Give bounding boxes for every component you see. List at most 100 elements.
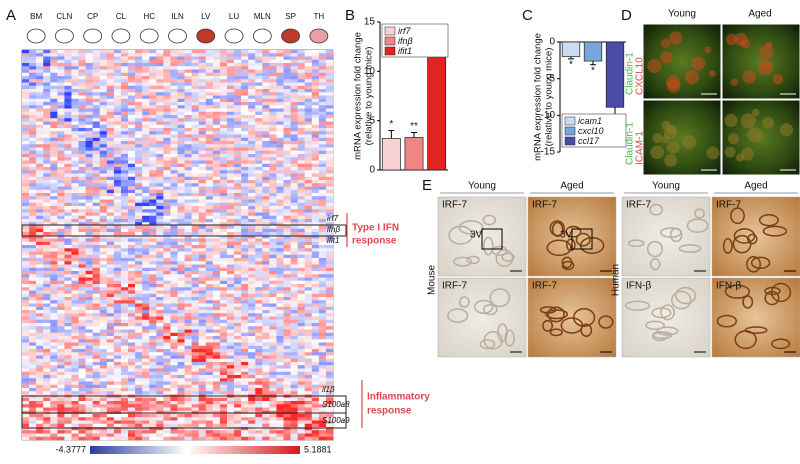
heatmap-cell [304, 50, 312, 54]
heatmap-cell [283, 63, 291, 67]
heatmap-cell [290, 209, 298, 213]
heatmap-cell [191, 245, 199, 249]
heatmap-cell [304, 339, 312, 343]
heatmap-cell [92, 53, 100, 57]
heatmap-cell [311, 193, 320, 197]
heatmap-cell [255, 352, 263, 356]
heatmap-cell [234, 66, 242, 70]
heatmap-cell [248, 72, 256, 77]
heatmap-cell [297, 407, 305, 411]
heatmap-cell [85, 72, 93, 77]
heatmap-cell [142, 410, 150, 415]
heatmap-cell [318, 59, 327, 64]
heatmap-cell [255, 414, 263, 418]
heatmap-cell [135, 352, 143, 356]
heatmap-cell [50, 349, 58, 353]
heatmap-cell [212, 102, 221, 106]
heatmap-cell [106, 50, 115, 54]
heatmap-cell [142, 332, 150, 337]
heatmap-cell [36, 180, 44, 184]
heatmap-cell [226, 154, 235, 158]
heatmap-cell [255, 258, 263, 262]
heatmap-cell [50, 417, 58, 421]
heatmap-cell [163, 115, 171, 119]
heatmap-cell [219, 157, 228, 161]
heatmap-cell [36, 404, 44, 408]
heatmap-cell [177, 339, 185, 343]
heatmap-cell [106, 150, 115, 155]
heatmap-cell [177, 137, 185, 142]
heatmap-cell [311, 219, 320, 223]
heatmap-cell [262, 134, 270, 138]
heatmap-cell [290, 118, 298, 122]
heatmap-cell [99, 264, 108, 268]
heatmap-cell [64, 79, 72, 83]
heatmap-cell [234, 303, 242, 307]
heatmap-cell [163, 290, 171, 294]
heatmap-cell [283, 264, 291, 268]
heatmap-cell [283, 118, 291, 122]
heatmap-cell [297, 115, 305, 119]
heatmap-cell [156, 128, 164, 132]
heatmap-cell [113, 362, 122, 366]
heatmap-cell [22, 59, 30, 64]
heatmap-cell [64, 85, 72, 90]
heatmap-cell [78, 228, 86, 233]
heatmap-cell [128, 306, 136, 311]
heatmap-cell [99, 293, 108, 298]
heatmap-cell [226, 160, 235, 164]
heatmap-cell [276, 326, 284, 330]
heatmap-cell [325, 381, 334, 385]
heatmap-cell [57, 193, 65, 197]
heatmap-cell [290, 368, 298, 372]
heatmap-cell [36, 85, 44, 90]
heatmap-cell [304, 404, 312, 408]
heatmap-cell [177, 209, 185, 213]
heatmap-cell [92, 251, 100, 255]
heatmap-cell [163, 238, 171, 242]
heatmap-cell [78, 404, 86, 408]
heatmap-cell [135, 193, 143, 197]
heatmap-cell [163, 128, 171, 132]
heatmap-cell [163, 254, 171, 259]
heatmap-cell [29, 85, 37, 90]
heatmap-cell [113, 258, 122, 262]
heatmap-cell [191, 69, 199, 73]
heatmap-cell [318, 163, 327, 168]
heatmap-cell [36, 225, 44, 229]
heatmap-cell [191, 362, 199, 366]
heatmap-cell [43, 384, 51, 389]
heatmap-cell [78, 144, 86, 148]
heatmap-cell [219, 235, 228, 239]
heatmap-cell [198, 131, 206, 135]
heatmap-cell [241, 349, 249, 353]
heatmap-cell [219, 176, 228, 181]
heatmap-cell [290, 358, 298, 363]
heatmap-cell [241, 316, 249, 320]
heatmap-cell [283, 85, 291, 90]
heatmap-cell [297, 258, 305, 262]
heatmap-cell [85, 219, 93, 223]
heatmap-cell [276, 180, 284, 184]
heatmap-cell [191, 375, 199, 379]
heatmap-cell [191, 105, 199, 109]
heatmap-cell [120, 381, 129, 385]
heatmap-cell [212, 196, 221, 200]
heatmap-cell [135, 228, 143, 233]
heatmap-cell [57, 160, 65, 164]
heatmap-cell [269, 85, 277, 90]
heatmap-cell [36, 316, 44, 320]
heatmap-cell [85, 303, 93, 307]
heatmap-cell [85, 381, 93, 385]
heatmap-cell [198, 254, 206, 259]
heatmap-cell [318, 245, 327, 249]
heatmap-cell [184, 277, 192, 281]
heatmap-cell [135, 384, 143, 389]
heatmap-cell [99, 238, 108, 242]
heatmap-cell [269, 82, 277, 86]
heatmap-cell [156, 316, 164, 320]
heatmap-cell [248, 170, 256, 174]
heatmap-cell [106, 326, 115, 330]
heatmap-cell [29, 115, 37, 119]
heatmap-cell [156, 228, 164, 233]
